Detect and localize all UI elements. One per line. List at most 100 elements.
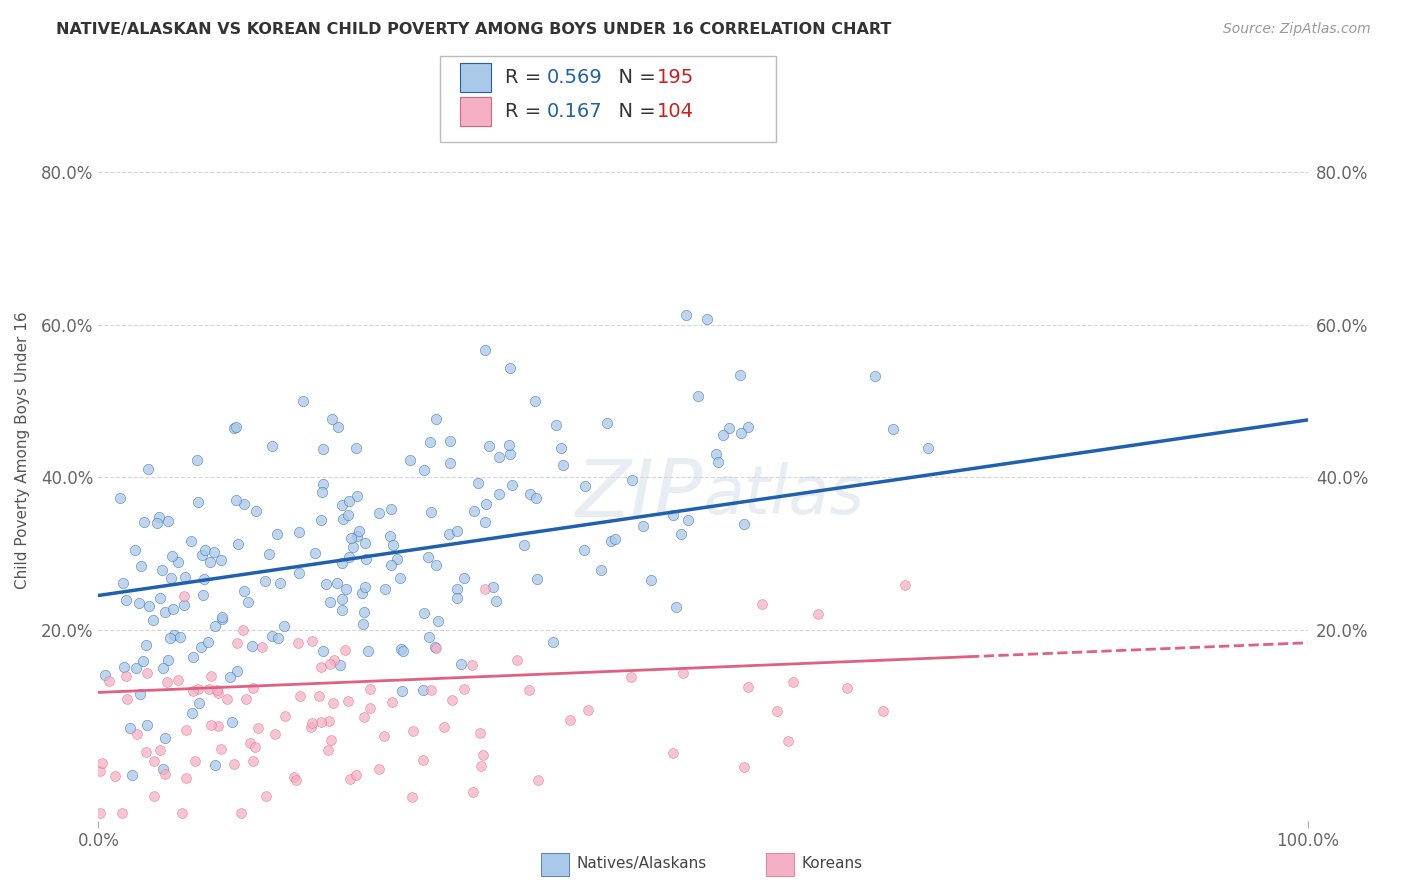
Point [346,489,368,503]
Point [373,582,395,597]
Point [198,555,221,569]
Point [917,441,939,455]
Point [662,746,685,760]
Point [329,658,352,673]
Point [337,494,360,508]
Point [350,586,373,600]
Point [143,789,166,804]
Point [287,635,309,649]
Point [155,605,177,619]
Point [135,718,157,732]
Point [143,754,166,768]
Point [128,596,150,610]
Point [194,542,217,557]
Point [519,486,541,500]
Point [506,652,529,666]
Point [299,720,322,734]
Point [501,478,523,492]
Point [156,653,179,667]
Point [90,756,112,771]
Point [671,526,693,541]
Point [419,682,441,697]
Text: 104: 104 [657,102,693,121]
Point [427,614,450,628]
Point [498,438,520,452]
Point [181,650,204,665]
Point [751,597,773,611]
Point [191,548,214,562]
Point [174,723,197,737]
Point [229,805,252,820]
Point [344,767,367,781]
Point [381,538,404,552]
Text: R =: R = [505,68,547,87]
Point [676,513,699,527]
Point [152,661,174,675]
Point [225,636,247,650]
Point [357,644,380,658]
Point [439,527,461,541]
Text: N =: N = [606,102,662,121]
Point [219,669,242,683]
Point [274,709,297,723]
Point [225,664,247,678]
Point [893,578,915,592]
Point [392,644,415,658]
Point [718,420,741,434]
Point [425,641,447,656]
Point [346,529,368,543]
Point [766,704,789,718]
Point [412,683,434,698]
Point [156,674,179,689]
Point [368,762,391,776]
Point [453,571,475,585]
Point [330,498,353,512]
Point [243,739,266,754]
Point [672,666,695,681]
Point [696,312,718,326]
Point [631,519,654,533]
Point [114,593,136,607]
Point [131,559,153,574]
Point [260,439,283,453]
Point [640,573,662,587]
Point [127,727,149,741]
Point [312,442,335,456]
Point [730,425,752,440]
Point [257,547,280,561]
Point [675,308,697,322]
Point [152,762,174,776]
Point [111,805,134,820]
Point [330,603,353,617]
Point [160,571,183,585]
Point [467,476,489,491]
Point [353,535,375,549]
Point [112,576,135,591]
Point [544,418,567,433]
Point [121,768,143,782]
Point [450,657,472,671]
Point [224,757,246,772]
Point [242,754,264,768]
Point [328,420,350,434]
Point [463,504,485,518]
Point [146,516,169,530]
Point [233,496,256,510]
Point [267,631,290,645]
Point [352,617,374,632]
Point [325,575,347,590]
Point [319,657,342,671]
Text: R =: R = [505,102,547,121]
Point [550,442,572,456]
Point [373,729,395,743]
Point [225,419,247,434]
Point [176,771,198,785]
Point [318,714,340,728]
Point [882,422,904,436]
Point [309,714,332,729]
Point [225,493,247,508]
Point [186,453,208,467]
Point [209,553,232,567]
Point [89,764,111,778]
Point [264,727,287,741]
